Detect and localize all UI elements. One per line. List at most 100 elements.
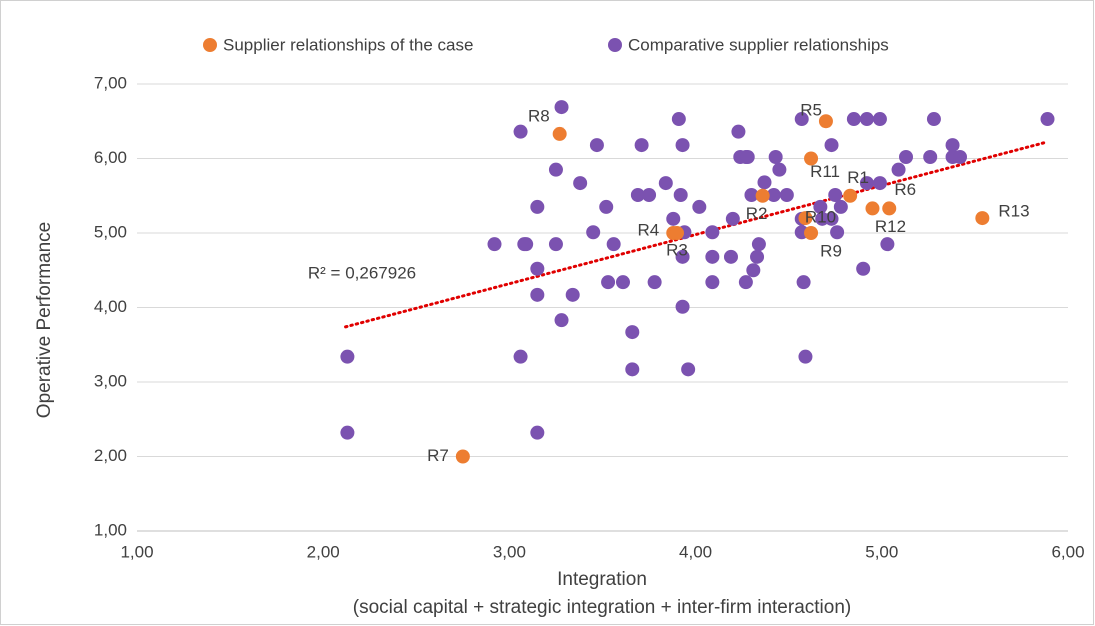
data-point [804, 151, 819, 166]
point-label: R6 [894, 180, 916, 199]
y-axis-title: Operative Performance [34, 222, 55, 418]
data-point [859, 176, 874, 191]
data-point [615, 275, 630, 290]
data-point [517, 237, 532, 252]
data-point [772, 162, 787, 177]
data-point [554, 100, 569, 115]
data-point [675, 299, 690, 314]
data-point [692, 199, 707, 214]
data-point [731, 124, 746, 139]
data-point [513, 349, 528, 364]
data-point [833, 199, 848, 214]
data-point [1040, 112, 1055, 127]
data-point [768, 150, 783, 165]
y-tick-label: 6,00 [94, 148, 127, 167]
x-tick-label: 5,00 [865, 542, 898, 561]
data-point [779, 188, 794, 203]
x-tick-label: 6,00 [1051, 542, 1084, 561]
data-point [750, 249, 765, 264]
data-point [815, 211, 830, 226]
data-point [725, 211, 740, 226]
data-point [625, 362, 640, 377]
data-point [882, 201, 897, 216]
x-tick-label: 4,00 [679, 542, 712, 561]
legend-marker [203, 38, 217, 52]
data-point [746, 263, 761, 278]
data-point [642, 188, 657, 203]
x-tick-label: 3,00 [493, 542, 526, 561]
data-point [975, 211, 990, 226]
legend-label: Comparative supplier relationships [628, 35, 889, 54]
x-axis-subtitle: (social capital + strategic integration … [353, 597, 851, 618]
y-tick-label: 7,00 [94, 73, 127, 92]
data-point [798, 349, 813, 364]
x-tick-label: 2,00 [307, 542, 340, 561]
point-label: R11 [810, 162, 840, 181]
data-point [530, 425, 545, 440]
point-label: R8 [528, 106, 550, 125]
legend-label: Supplier relationships of the case [223, 35, 473, 54]
data-point [740, 150, 755, 165]
data-point [340, 349, 355, 364]
data-point [757, 175, 772, 190]
legend-marker [608, 38, 622, 52]
data-point [705, 225, 720, 240]
y-tick-label: 3,00 [94, 371, 127, 390]
data-point [530, 199, 545, 214]
data-point [548, 162, 563, 177]
data-point [859, 112, 874, 127]
data-point [552, 126, 567, 141]
data-point [340, 425, 355, 440]
data-point [681, 362, 696, 377]
y-tick-label: 5,00 [94, 222, 127, 241]
data-point [824, 138, 839, 153]
data-point [675, 138, 690, 153]
data-point [565, 287, 580, 302]
data-point [818, 114, 833, 129]
data-point [846, 112, 861, 127]
data-point [530, 261, 545, 276]
data-point [634, 138, 649, 153]
data-point [573, 176, 588, 191]
data-point [625, 325, 640, 340]
point-label: R2 [746, 204, 768, 223]
data-point [865, 201, 880, 216]
data-point [705, 249, 720, 264]
y-tick-label: 4,00 [94, 297, 127, 316]
y-tick-label: 2,00 [94, 446, 127, 465]
data-point [647, 275, 662, 290]
data-point [804, 226, 819, 240]
data-point [953, 150, 968, 165]
data-point [828, 188, 843, 203]
data-point [880, 237, 895, 252]
point-label: R12 [875, 217, 906, 236]
data-point [798, 211, 813, 226]
data-point [830, 225, 845, 240]
data-point [766, 188, 781, 203]
data-point [530, 287, 545, 302]
data-point [599, 199, 614, 214]
data-point [554, 313, 569, 328]
data-point [843, 188, 858, 203]
data-point [794, 112, 809, 127]
data-point [586, 225, 601, 240]
data-point [513, 124, 528, 139]
data-point [666, 211, 681, 226]
point-label: R7 [427, 446, 449, 465]
point-label: R1 [847, 168, 869, 187]
data-point [675, 249, 690, 264]
point-label: R3 [666, 240, 688, 259]
data-point [673, 188, 688, 203]
data-point [856, 261, 871, 276]
point-label: R10 [805, 208, 836, 227]
data-point [548, 237, 563, 252]
trendline [344, 141, 1046, 329]
data-point [744, 188, 759, 203]
point-label: R13 [998, 202, 1029, 221]
data-point [601, 275, 616, 290]
data-point [813, 199, 828, 214]
r2-annotation: R² = 0,267926 [308, 263, 416, 282]
